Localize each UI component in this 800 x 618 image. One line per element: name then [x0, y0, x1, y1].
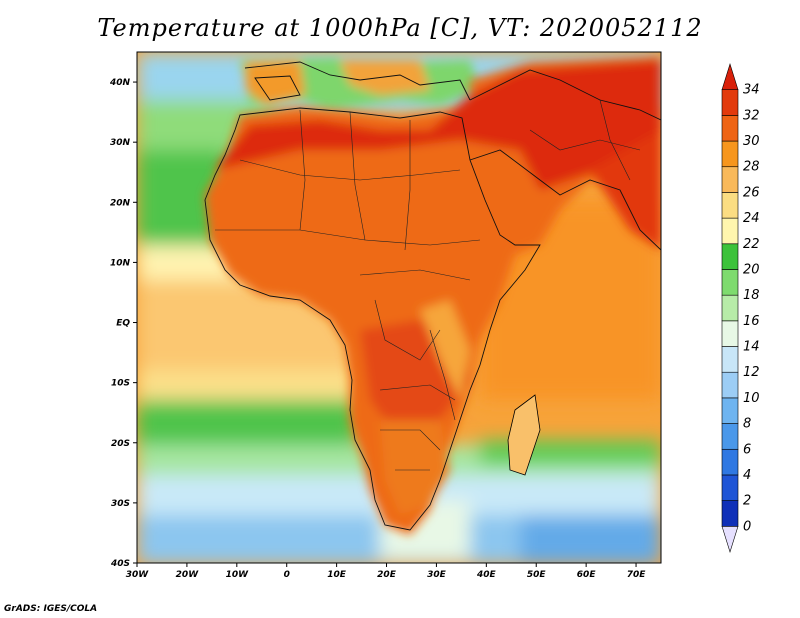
colorbar-swatch	[721, 89, 739, 116]
colorbar-swatch	[721, 397, 739, 424]
colorbar-swatch	[721, 320, 739, 347]
lon-tick-label: 60E	[577, 570, 597, 580]
colorbar-swatch	[721, 346, 739, 373]
lat-tick-label: 20N	[110, 198, 131, 208]
colorbar-label: 10	[743, 391, 760, 406]
colorbar-label: 22	[743, 237, 760, 252]
credit-label: GrADS: IGES/COLA	[4, 604, 98, 614]
colorbar-swatch	[721, 526, 739, 554]
colorbar-label: 8	[743, 417, 751, 432]
land-temperature-field	[205, 56, 661, 535]
colorbar-swatch	[721, 294, 739, 322]
lat-tick-label: 20S	[111, 439, 130, 449]
colorbar-label: 24	[743, 211, 760, 226]
lon-tick-label: 30E	[427, 570, 447, 580]
colorbar-label: 20	[743, 262, 760, 277]
colorbar-swatch	[721, 243, 739, 270]
colorbar-label: 30	[743, 134, 760, 149]
lat-tick-label: 10S	[111, 379, 130, 389]
colorbar-swatch	[721, 140, 739, 168]
colorbar-swatch	[721, 269, 739, 296]
colorbar-swatch	[721, 448, 739, 476]
colorbar-swatch	[721, 115, 739, 142]
lon-tick-label: 20E	[377, 570, 397, 580]
colorbar-swatch	[721, 423, 739, 450]
colorbar-label: 32	[743, 108, 760, 123]
colorbar-swatch	[721, 192, 739, 219]
map-plot-area	[137, 52, 661, 563]
country-borders	[215, 99, 641, 471]
colorbar-label: 18	[743, 288, 760, 303]
colorbar-label: 6	[743, 442, 751, 457]
lon-tick-label: 30W	[126, 570, 150, 580]
plot-frame	[136, 51, 662, 564]
colorbar-label: 34	[743, 83, 760, 98]
lon-tick-label: 0	[284, 570, 290, 580]
lon-tick-label: 40E	[476, 570, 497, 580]
map-title: Temperature at 1000hPa [C], VT: 20200521…	[97, 14, 703, 42]
colorbar-label: 0	[743, 519, 751, 534]
colorbar-label: 16	[743, 314, 760, 329]
lat-tick-label: 30N	[110, 138, 131, 148]
colorbar-label: 28	[743, 160, 760, 175]
lat-tick-label: EQ	[116, 319, 130, 329]
madagascar-island	[507, 394, 541, 476]
coastlines	[204, 61, 661, 531]
lon-tick-label: 50E	[527, 570, 547, 580]
colorbar-swatch	[721, 62, 739, 90]
colorbar-swatch	[721, 474, 739, 501]
axis-ticks	[133, 81, 637, 567]
lon-tick-label: 10W	[226, 570, 250, 580]
colorbar-label: 26	[743, 185, 760, 200]
colorbar-swatch	[721, 371, 739, 399]
lat-tick-label: 40N	[109, 78, 131, 88]
colorbar-swatch	[721, 166, 739, 193]
europe-region	[240, 58, 480, 110]
lat-tick-label: 10N	[110, 258, 131, 268]
colorbar-swatch	[721, 217, 739, 245]
colorbar-label: 2	[743, 494, 751, 509]
lon-tick-label: 20W	[176, 570, 200, 580]
colorbar-label: 4	[743, 468, 751, 483]
colorbar-label: 12	[743, 365, 760, 380]
colorbar-swatch	[721, 500, 739, 527]
lat-tick-label: 30S	[111, 499, 130, 509]
colorbar-label: 14	[743, 340, 760, 355]
lon-tick-label: 10E	[327, 570, 347, 580]
lon-tick-label: 70E	[627, 570, 647, 580]
lat-tick-label: 40S	[110, 559, 130, 569]
